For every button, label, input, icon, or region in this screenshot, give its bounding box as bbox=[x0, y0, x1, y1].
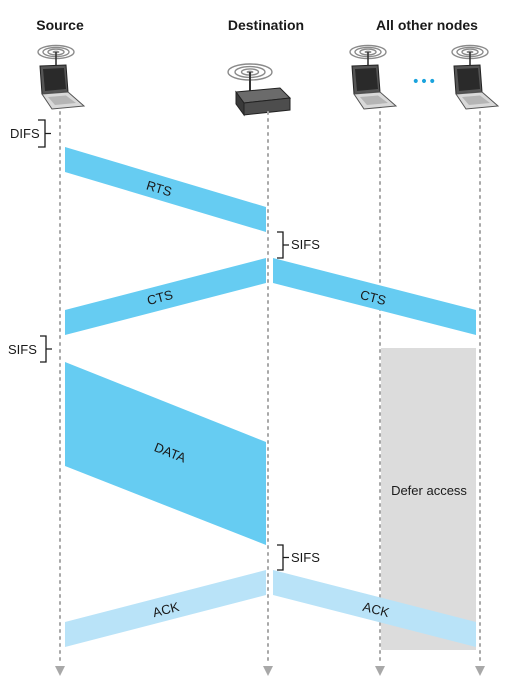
arrowhead-other-1 bbox=[375, 666, 385, 676]
sifs-bracket-3 bbox=[277, 544, 289, 571]
sifs-label-3: SIFS bbox=[291, 550, 320, 565]
arrowhead-source bbox=[55, 666, 65, 676]
ack-others-label: ACK bbox=[361, 599, 391, 620]
rts-frame bbox=[65, 147, 266, 232]
cts-frame-to-source bbox=[65, 258, 266, 335]
arrowhead-destination bbox=[263, 666, 273, 676]
timeline-arrowheads bbox=[55, 666, 485, 676]
sifs-label-1: SIFS bbox=[291, 237, 320, 252]
data-frame bbox=[65, 362, 266, 545]
access-point-icon bbox=[227, 63, 291, 116]
difs-bracket bbox=[38, 119, 51, 148]
cts-frame-to-others bbox=[273, 258, 476, 335]
sifs-bracket-2 bbox=[40, 335, 52, 363]
sifs-label-2: SIFS bbox=[8, 342, 37, 357]
laptop-icon bbox=[451, 44, 499, 110]
cts-source-label: CTS bbox=[145, 287, 174, 308]
ack-frame-to-source bbox=[65, 570, 266, 647]
timelines bbox=[59, 111, 481, 665]
header-source: Source bbox=[36, 17, 84, 33]
header-destination: Destination bbox=[228, 17, 304, 33]
defer-access-region bbox=[381, 348, 476, 650]
ack-frame-to-others bbox=[273, 570, 476, 647]
sifs-bracket-1 bbox=[277, 231, 289, 259]
rts-label: RTS bbox=[145, 178, 174, 200]
difs-label: DIFS bbox=[10, 126, 40, 141]
ack-source-label: ACK bbox=[151, 599, 181, 620]
ellipsis-dots: ••• bbox=[412, 74, 437, 90]
defer-access-label: Defer access bbox=[391, 483, 467, 498]
arrowhead-other-2 bbox=[475, 666, 485, 676]
header-all-other-nodes: All other nodes bbox=[376, 17, 478, 33]
cts-others-label: CTS bbox=[359, 287, 388, 308]
laptop-icon bbox=[37, 44, 85, 110]
laptop-icon bbox=[349, 44, 397, 110]
